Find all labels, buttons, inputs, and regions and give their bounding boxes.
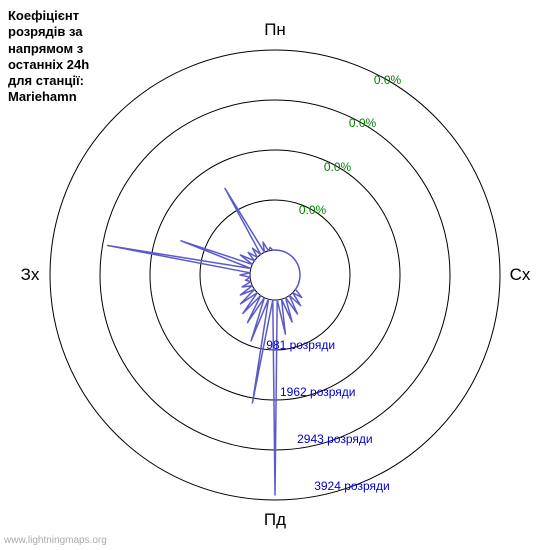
cardinal-n: Пн [264, 20, 286, 40]
ring-count-1: 1962 розряди [280, 385, 356, 399]
cardinal-w: Зх [21, 265, 40, 285]
ring-count-2: 2943 розряди [297, 432, 373, 446]
ring-pct-3: 0.0% [374, 73, 401, 87]
ring-count-3: 3924 розряди [314, 479, 390, 493]
ring-pct-2: 0.0% [349, 116, 376, 130]
footer-link: www.lightningmaps.org [4, 535, 107, 546]
ring-count-0: 981 розряди [266, 338, 335, 352]
ring-pct-1: 0.0% [324, 160, 351, 174]
chart-title: Коефіцієнт розрядів за напрямом з останн… [8, 8, 89, 106]
ring-pct-0: 0.0% [299, 203, 326, 217]
cardinal-e: Сх [510, 265, 531, 285]
cardinal-s: Пд [264, 510, 286, 530]
